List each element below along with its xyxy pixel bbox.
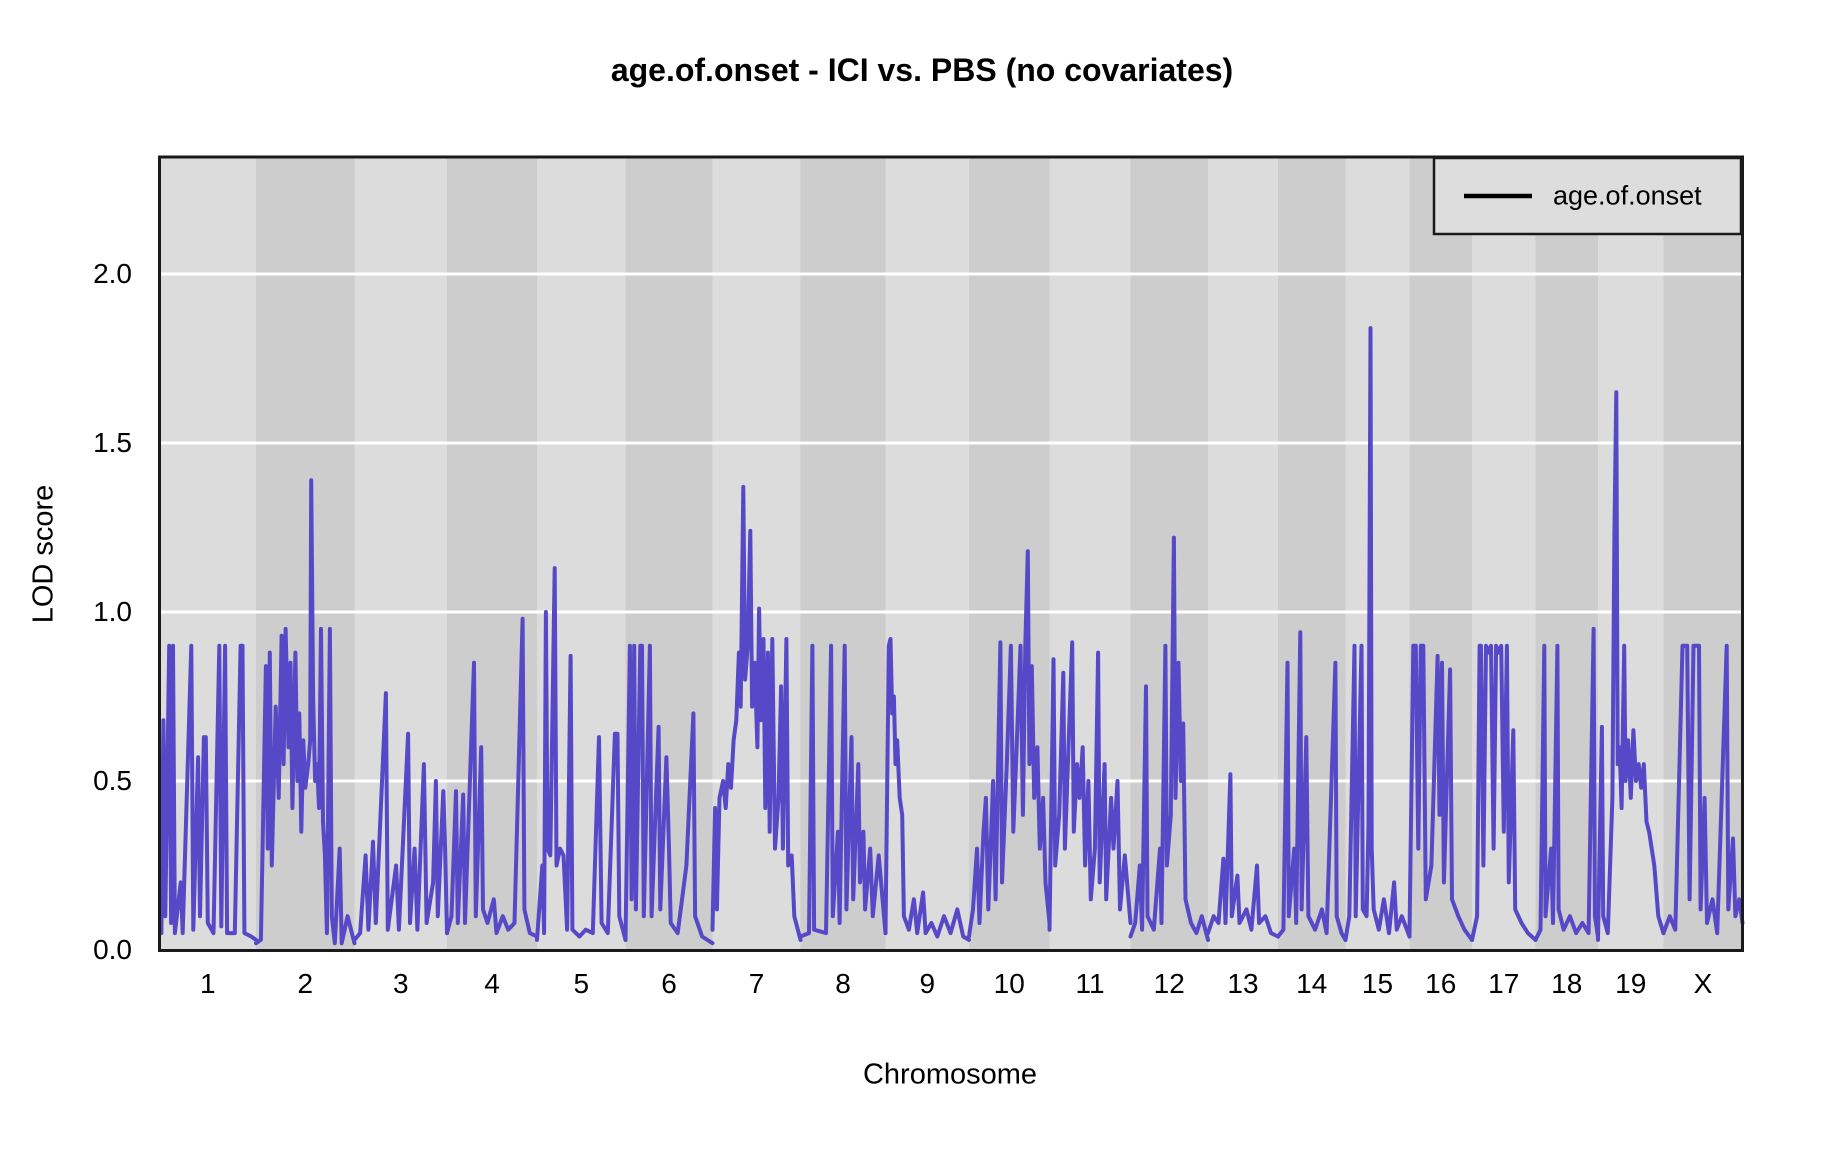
x-tick-label: X	[1693, 968, 1713, 999]
chromosome-band	[969, 157, 1050, 951]
lod-score-line	[445, 616, 539, 939]
lod-score-line	[159, 643, 258, 942]
y-tick-label: 1.0	[93, 596, 132, 627]
x-tick-label: 13	[1227, 968, 1259, 999]
x-tick-label: 15	[1361, 968, 1394, 999]
x-tick-label: 8	[835, 968, 851, 999]
x-tick-label: 12	[1153, 968, 1185, 999]
x-tick-label: 9	[919, 968, 936, 999]
lod-score-line	[1470, 643, 1538, 942]
x-tick-label: 18	[1551, 968, 1583, 999]
x-axis-title: Chromosome	[862, 1058, 1038, 1091]
lod-score-line	[352, 691, 449, 942]
y-tick-label: 0.0	[93, 934, 132, 965]
chromosome-band	[354, 157, 447, 951]
chromosome-band	[1208, 157, 1278, 951]
lod-score-line	[798, 643, 888, 939]
y-tick-label: 0.5	[93, 765, 132, 796]
lod-score-line	[967, 549, 1052, 939]
x-tick-label: 17	[1488, 968, 1520, 999]
x-tick-label: 14	[1296, 968, 1328, 999]
lod-score-line	[883, 637, 971, 942]
x-tick-label: 11	[1075, 968, 1105, 999]
lod-score-line	[1533, 626, 1600, 942]
lod-score-line	[1206, 772, 1280, 939]
lod-score-line	[1276, 630, 1348, 942]
x-tick-label: 2	[297, 968, 314, 999]
lod-score-line	[1661, 643, 1745, 936]
y-tick-label: 1.5	[93, 427, 132, 458]
lod-score-line	[710, 484, 803, 942]
x-tick-label: 5	[573, 968, 590, 999]
lod-score-line	[535, 566, 628, 942]
y-tick-label: 2.0	[93, 258, 132, 289]
x-tick-label: 1	[199, 968, 216, 999]
lod-score-line	[1047, 640, 1133, 932]
chromosome-band	[885, 157, 969, 951]
lod-score-line	[1596, 390, 1666, 942]
lod-score-line	[254, 478, 357, 946]
x-tick-label: 3	[392, 968, 409, 999]
x-tick-label: 10	[993, 968, 1025, 999]
x-tick-label: 7	[748, 968, 765, 999]
chart-title: age.of.onset - ICI vs. PBS (no covariate…	[610, 52, 1234, 88]
x-tick-label: 19	[1615, 968, 1647, 999]
x-tick-label: 16	[1425, 968, 1457, 999]
chromosome-band	[1598, 157, 1664, 951]
lod-score-line	[1343, 326, 1412, 942]
plot-border	[158, 155, 1744, 952]
x-tick-label: 4	[484, 968, 500, 999]
lod-score-line	[1407, 643, 1474, 942]
x-tick-label: 6	[661, 968, 677, 999]
lod-score-line	[1128, 535, 1210, 942]
lod-score-line	[623, 643, 715, 946]
legend-series-label: age.of.onset	[1553, 180, 1702, 211]
